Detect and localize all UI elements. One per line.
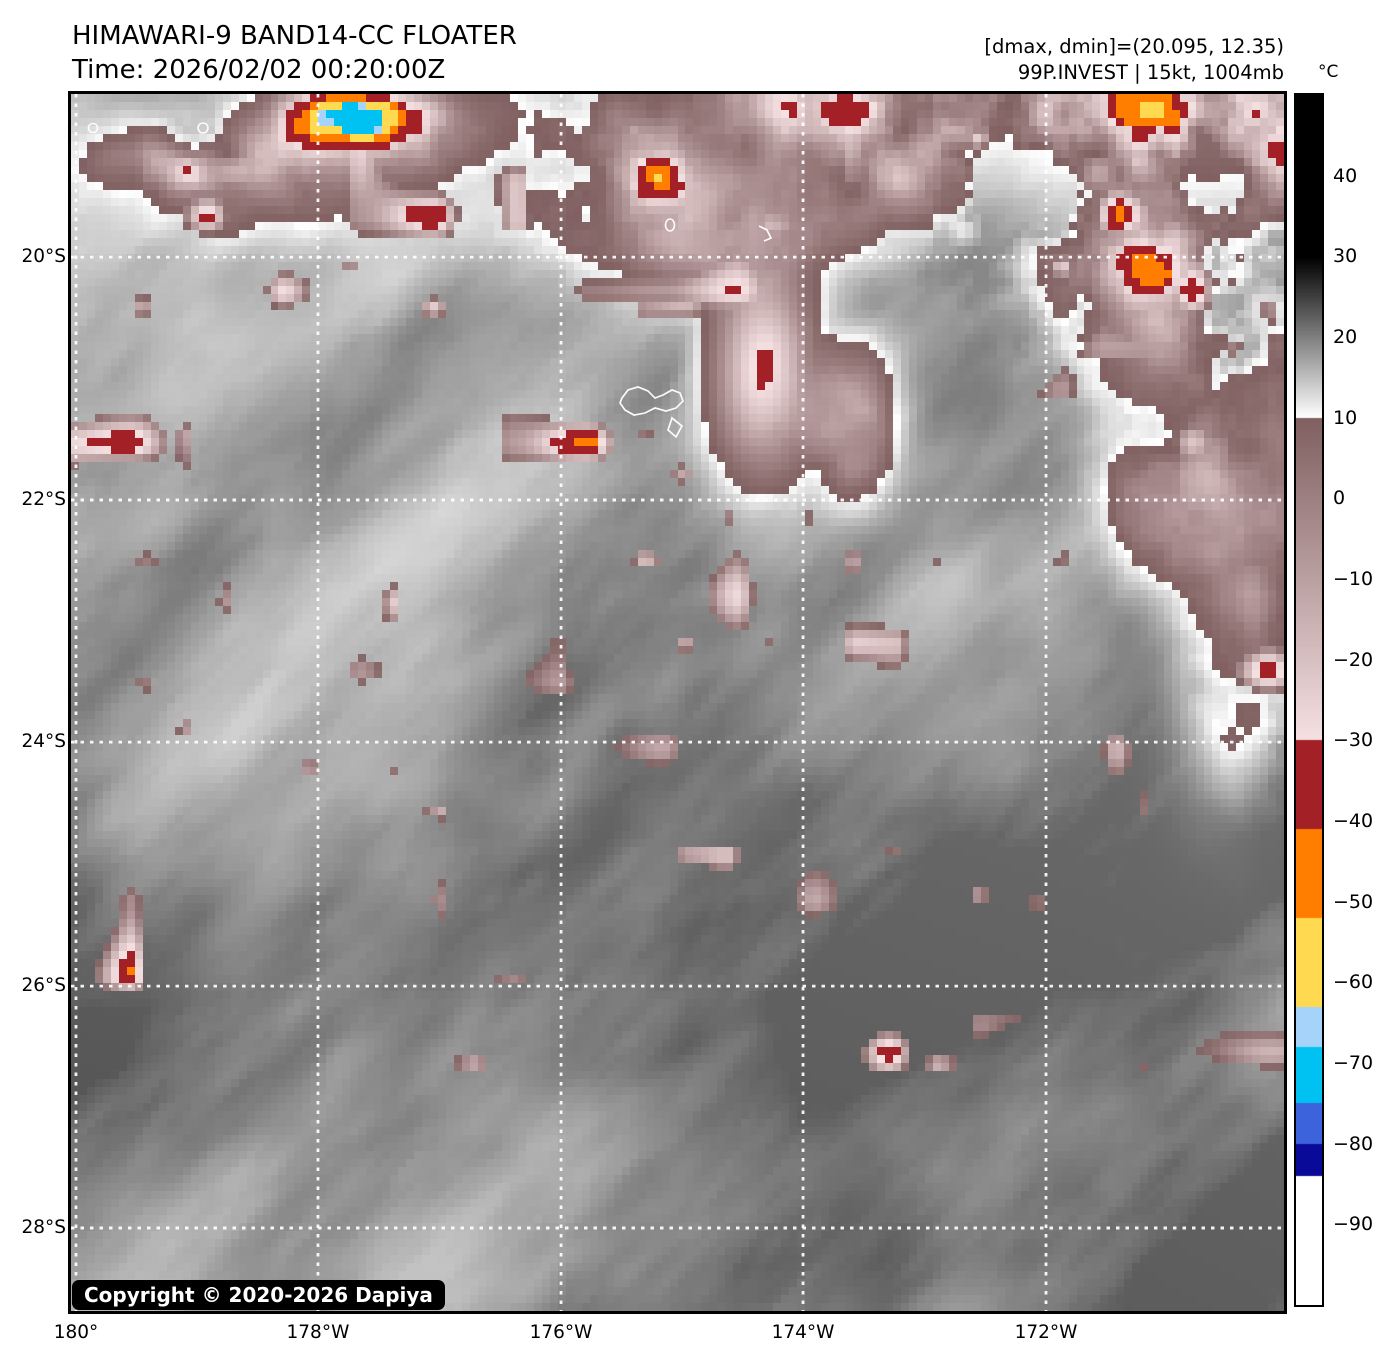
copyright-badge: Copyright © 2020-2026 Dapiya [72,1280,445,1310]
lat-label: 28°S [21,1217,66,1238]
colorbar-tick-label: −30 [1333,729,1374,752]
colorbar-tick-label: 0 [1333,487,1346,510]
page-title: HIMAWARI-9 BAND14-CC FLOATER [72,21,517,51]
dmax-dmin-readout: [dmax, dmin]=(20.095, 12.35) [984,35,1284,58]
lon-label: 178°W [286,1322,350,1343]
lat-label: 24°S [21,731,66,753]
lon-label: 172°W [1014,1322,1078,1343]
colorbar-tick-label: −80 [1333,1132,1374,1155]
colorbar-tick-label: −50 [1333,890,1374,913]
lat-label: 22°S [21,488,66,510]
lon-label: 174°W [771,1322,835,1343]
colorbar-tick-label: −90 [1333,1213,1374,1236]
lon-label: 176°W [529,1322,593,1343]
colorbar-tick-label: −20 [1333,648,1374,671]
lat-label: 20°S [21,246,66,268]
colorbar-tick-label: −60 [1333,971,1374,994]
colorbar-unit-label: °C [1318,62,1339,82]
map-frame [68,91,1287,1314]
timestamp-line: Time: 2026/02/02 00:20:00Z [72,55,446,85]
colorbar-tick-label: 40 [1333,164,1358,187]
colorbar-tick-label: −40 [1333,810,1374,832]
colorbar-tick-label: 30 [1333,245,1358,268]
colorbar [1294,93,1324,1307]
lon-label: 180° [53,1322,99,1343]
colorbar-tick-label: −70 [1333,1052,1374,1074]
colorbar-tick-label: −10 [1333,568,1374,590]
colorbar-tick-label: 20 [1333,326,1358,348]
storm-info-readout: 99P.INVEST | 15kt, 1004mb [1017,61,1284,84]
colorbar-tick-label: 10 [1333,406,1358,429]
lat-label: 26°S [21,975,66,997]
colorbar-canvas [1296,95,1322,1305]
satellite-image-canvas [71,94,1284,1311]
